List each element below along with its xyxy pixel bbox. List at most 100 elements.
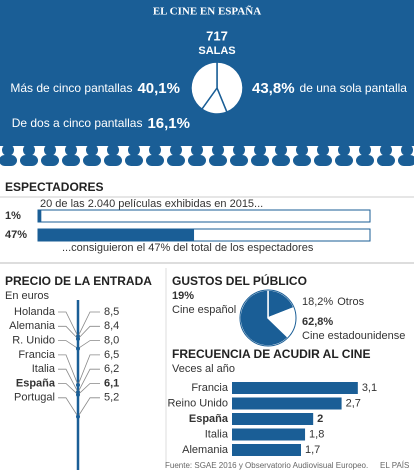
label-part: 43,8% xyxy=(252,80,295,97)
pie-outline xyxy=(239,289,297,347)
subtitle: En euros xyxy=(5,290,50,302)
value-label: 1,7 xyxy=(305,444,320,456)
chart-title: ESPECTADORES xyxy=(5,180,103,194)
shoulders xyxy=(83,155,101,166)
value-label: 6,2 xyxy=(104,363,119,375)
value-label: 19% xyxy=(172,290,194,302)
label-part: Más de cinco pantallas xyxy=(10,81,132,95)
shoulders xyxy=(146,155,164,166)
shoulders xyxy=(41,155,59,166)
shoulders xyxy=(20,155,38,166)
shoulders xyxy=(188,155,206,166)
label-part: De dos a cinco pantallas xyxy=(12,116,143,130)
value-label: 2,7 xyxy=(346,397,361,409)
shoulders xyxy=(0,155,17,166)
category-label: R. Unido xyxy=(12,335,55,347)
head xyxy=(44,144,56,156)
pie-slice xyxy=(216,61,244,114)
shoulders xyxy=(293,155,311,166)
value-label: 62,8% xyxy=(302,316,333,328)
dot xyxy=(76,392,80,397)
label-part: 18,2% xyxy=(302,296,333,308)
value-label: 5,2 xyxy=(104,392,119,404)
category-label: Holanda xyxy=(14,306,56,318)
center-label: SALAS xyxy=(198,45,235,57)
label-part: de una sola pantalla xyxy=(300,81,408,95)
bar xyxy=(232,382,358,394)
subtitle: Veces al año xyxy=(172,363,235,375)
chart-title: FRECUENCIA DE ACUDIR AL CINE xyxy=(172,347,370,361)
dot xyxy=(76,346,80,351)
value-label: 8,4 xyxy=(104,320,119,332)
label: Más de cinco pantallas 40,1% xyxy=(10,80,180,97)
label-part: 16,1% xyxy=(147,115,190,132)
category-label: Alemania xyxy=(182,444,229,456)
category-label: Italia xyxy=(205,428,229,440)
shoulders xyxy=(230,155,248,166)
head xyxy=(128,144,140,156)
head xyxy=(338,144,350,156)
label-part: Otros xyxy=(337,296,364,308)
shoulders xyxy=(167,155,185,166)
label: 18,2% Otros xyxy=(302,296,365,308)
value-label: 1% xyxy=(5,210,21,222)
category-label: España xyxy=(189,413,229,425)
shoulders xyxy=(62,155,80,166)
bar xyxy=(38,229,195,241)
head xyxy=(401,144,413,156)
dot xyxy=(76,383,80,387)
shoulders xyxy=(377,155,395,166)
head xyxy=(170,144,182,156)
shoulders xyxy=(251,155,269,166)
category-label: Francia xyxy=(18,349,56,361)
pie-slice xyxy=(190,61,218,111)
shoulders xyxy=(335,155,353,166)
shoulders xyxy=(356,155,374,166)
bar xyxy=(232,397,342,410)
head xyxy=(275,144,287,156)
head xyxy=(149,144,161,156)
source: Fuente: SGAE 2016 y Observatorio Audiovi… xyxy=(165,461,368,470)
shoulders xyxy=(398,155,414,166)
category-label: Reino Unido xyxy=(167,397,228,409)
head xyxy=(86,144,98,156)
bar xyxy=(232,413,314,425)
bar xyxy=(232,428,306,441)
dot xyxy=(76,336,80,341)
category-label: España xyxy=(16,377,56,389)
head xyxy=(23,144,35,156)
head xyxy=(2,144,14,156)
category-label: Italia xyxy=(32,363,56,375)
bar xyxy=(232,444,301,456)
category-label: Cine estadounidense xyxy=(302,330,405,342)
category-label: Francia xyxy=(191,382,229,394)
head xyxy=(191,144,203,156)
head xyxy=(359,144,371,156)
shoulders xyxy=(104,155,122,166)
annotation: 20 de las 2.040 películas exhibidas en 2… xyxy=(40,198,263,210)
label: 43,8% de una sola pantalla xyxy=(252,80,407,97)
head xyxy=(254,144,266,156)
title: EL CINE EN ESPAÑA xyxy=(153,6,261,18)
chart-title: GUSTOS DEL PÚBLICO xyxy=(172,273,307,288)
category-label: Portugal xyxy=(14,392,55,404)
value-label: 6,5 xyxy=(104,349,119,361)
chart-title: PRECIO DE LA ENTRADA xyxy=(5,274,152,288)
dot xyxy=(76,414,80,419)
shoulders xyxy=(272,155,290,166)
head xyxy=(233,144,245,156)
value-label: 6,1 xyxy=(104,377,119,389)
category-label: Cine español xyxy=(172,304,236,316)
value-label: 8,5 xyxy=(104,306,119,318)
head xyxy=(65,144,77,156)
head xyxy=(212,144,224,156)
value-label: 3,1 xyxy=(362,382,377,394)
track xyxy=(37,209,371,223)
center-value: 717 xyxy=(206,28,228,43)
head xyxy=(317,144,329,156)
shoulders xyxy=(125,155,143,166)
bar xyxy=(38,210,42,222)
audience-decoration xyxy=(0,144,414,166)
value-label: 2 xyxy=(317,413,323,425)
